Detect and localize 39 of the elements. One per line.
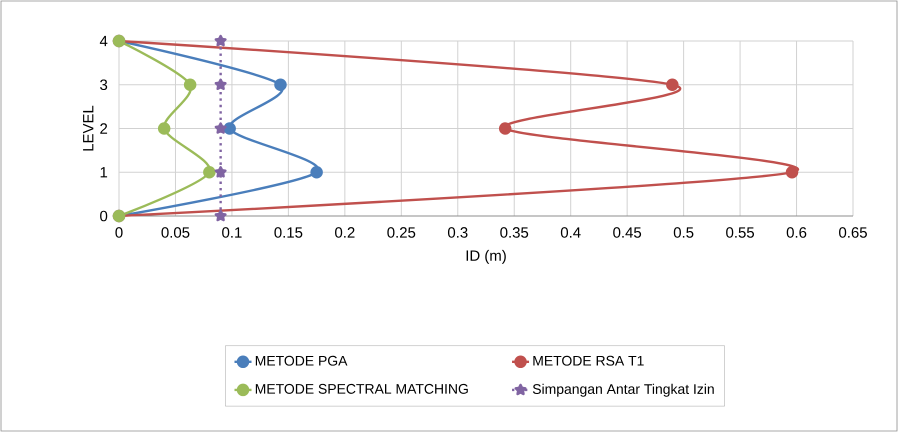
point <box>214 34 227 46</box>
x-tick-label: 0.35 <box>500 227 528 238</box>
point <box>666 78 679 91</box>
point <box>214 166 227 178</box>
x-tick-label: 0.15 <box>274 227 302 238</box>
legend-label: Simpangan Antar Tingkat Izin <box>532 384 714 397</box>
point <box>223 122 236 135</box>
point <box>158 122 170 135</box>
x-tick-label: 0 <box>115 227 123 238</box>
legend-label: METODE RSA T1 <box>533 356 644 366</box>
x-tick-label: 0.55 <box>726 227 754 238</box>
x-tick-label: 0.6 <box>786 227 806 238</box>
x-tick-label: 0.05 <box>162 227 190 238</box>
x-tick-label: 0.3 <box>448 227 468 238</box>
x-tick-label: 0.2 <box>335 227 354 238</box>
point <box>214 122 227 134</box>
legend-label: METODE SPECTRAL MATCHING <box>256 384 468 394</box>
y-tick-label: 0 <box>100 210 108 222</box>
x-axis-title: ID (m) <box>466 250 506 264</box>
legend-label: METODE PGA <box>256 356 348 366</box>
x-tick-label: 0.1 <box>222 227 242 238</box>
point <box>214 78 227 90</box>
point <box>214 210 227 222</box>
y-tick-label: 1 <box>100 167 108 178</box>
x-tick-label: 0.5 <box>674 227 694 238</box>
point <box>274 78 287 91</box>
x-tick-label: 0.25 <box>387 227 416 238</box>
y-axis-title: LEVEL <box>83 106 94 151</box>
x-tick-label: 0.4 <box>560 227 581 238</box>
point <box>498 122 512 135</box>
y-tick-label: 3 <box>100 79 108 90</box>
point <box>786 166 798 178</box>
point <box>310 166 323 178</box>
point <box>203 166 216 178</box>
y-tick-label: 2 <box>100 123 108 134</box>
y-tick-label: 4 <box>100 36 108 46</box>
x-tick-label: 0.65 <box>839 227 867 238</box>
x-tick-label: 0.45 <box>613 227 642 238</box>
point <box>184 78 196 91</box>
